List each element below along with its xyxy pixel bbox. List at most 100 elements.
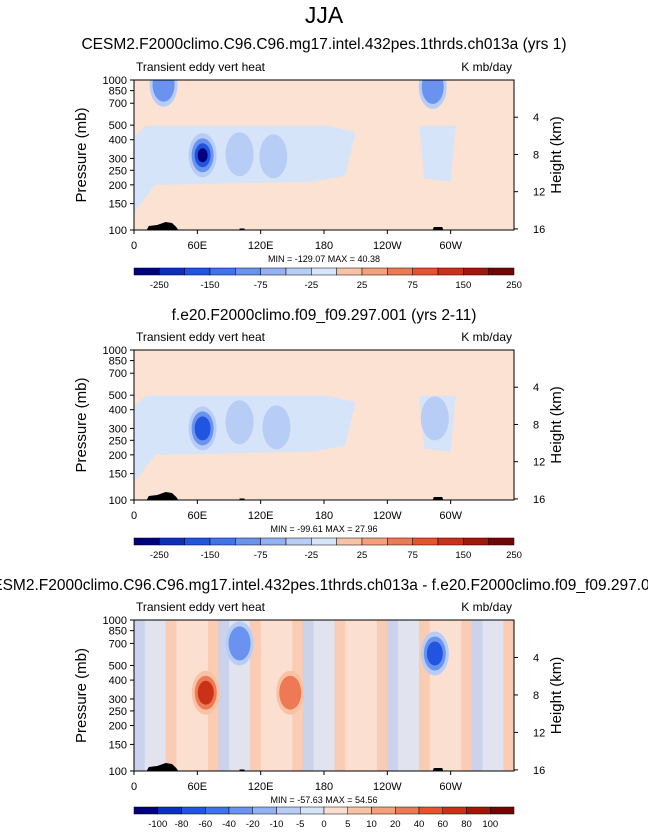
- topography-andes: [432, 768, 444, 771]
- difference-streak: [471, 620, 483, 771]
- colorbar-label: 80: [461, 819, 472, 830]
- colorbar-label: -250: [150, 280, 169, 291]
- y-tick-label: 250: [109, 165, 127, 177]
- colorbar-box: [347, 806, 372, 815]
- y-tick-label: 850: [109, 356, 127, 368]
- y-tick-label: 700: [109, 638, 127, 650]
- topography-tibet: [146, 222, 179, 230]
- y-axis-title: Pressure (mb): [73, 377, 90, 472]
- colorbar-box: [387, 537, 413, 546]
- field-core: [152, 80, 175, 102]
- colorbar-box: [252, 806, 277, 815]
- y-tick-label: 200: [109, 180, 127, 192]
- difference-streak: [355, 620, 367, 771]
- y-tick-label: 150: [109, 469, 127, 481]
- topography-tibet: [146, 763, 179, 771]
- difference-streak: [387, 620, 399, 771]
- difference-streak: [482, 620, 494, 771]
- colorbar-label: -10: [270, 819, 284, 830]
- colorbar-box: [260, 537, 287, 546]
- x-tick-label: 180: [315, 781, 333, 793]
- y-tick-label: 300: [109, 694, 127, 706]
- field-core: [426, 641, 443, 666]
- x-tick-label: 0: [131, 510, 137, 522]
- panel-right-label: K mb/day: [461, 60, 512, 74]
- x-tick-label: 0: [131, 781, 137, 793]
- colorbar-box: [235, 267, 261, 276]
- colorbar-label: 25: [357, 550, 368, 561]
- difference-streak: [218, 620, 230, 771]
- difference-streak: [302, 620, 314, 771]
- y-tick-label: 150: [109, 199, 127, 211]
- min-max-stats: MIN = -57.63 MAX = 54.56: [270, 795, 377, 805]
- colorbar-label: 40: [414, 819, 425, 830]
- colorbar-box: [159, 267, 185, 276]
- colorbar-box: [437, 537, 464, 546]
- x-tick-label: 0: [131, 240, 137, 252]
- colorbar-box: [235, 537, 261, 546]
- y-tick-label: 700: [109, 368, 127, 380]
- colorbar-label: 75: [407, 280, 418, 291]
- difference-streak: [492, 620, 504, 771]
- x-tick-label: 180: [315, 240, 333, 252]
- y2-axis-title: Height (km): [548, 657, 565, 735]
- colorbar-box: [184, 267, 211, 276]
- y2-tick-label: 8: [533, 149, 539, 161]
- difference-streak: [144, 620, 156, 771]
- y-tick-label: 300: [109, 423, 127, 435]
- panel-title: CESM2.F2000climo.C96.C96.mg17.intel.432p…: [81, 36, 566, 53]
- x-tick-label: 60W: [439, 781, 462, 793]
- difference-streak: [334, 620, 346, 771]
- colorbar-label: -20: [246, 819, 260, 830]
- colorbar-label: -150: [200, 280, 219, 291]
- field-core: [225, 400, 254, 445]
- y2-tick-label: 8: [533, 690, 539, 702]
- colorbar-box: [157, 806, 182, 815]
- colorbar-label: -100: [148, 819, 167, 830]
- y-tick-label: 1000: [103, 75, 127, 87]
- figure-title: JJA: [305, 2, 344, 28]
- y2-tick-label: 12: [533, 727, 545, 739]
- difference-streak: [229, 620, 241, 771]
- y2-tick-label: 4: [533, 382, 539, 394]
- colorbar-box: [387, 267, 413, 276]
- y-tick-label: 400: [109, 675, 127, 687]
- difference-streak: [461, 620, 473, 771]
- topography-small: [239, 769, 245, 771]
- colorbar-box: [133, 267, 160, 276]
- x-tick-label: 120W: [373, 240, 402, 252]
- colorbar-label: 250: [506, 280, 522, 291]
- y-tick-label: 250: [109, 706, 127, 718]
- min-max-stats: MIN = -129.07 MAX = 40.38: [268, 254, 380, 264]
- colorbar-box: [133, 806, 158, 815]
- colorbar-label: 150: [455, 550, 471, 561]
- y-tick-label: 850: [109, 626, 127, 638]
- colorbar-box: [184, 537, 211, 546]
- panels: CESM2.F2000climo.C96.C96.mg17.intel.432p…: [0, 36, 648, 830]
- colorbar-label: -150: [200, 550, 219, 561]
- colorbar-label: 150: [455, 280, 471, 291]
- y-tick-label: 1000: [103, 615, 127, 627]
- difference-streak: [155, 620, 167, 771]
- colorbar-label: -75: [254, 550, 268, 561]
- y-tick-label: 100: [109, 225, 127, 237]
- field-core: [279, 675, 302, 710]
- colorbar-box: [361, 537, 388, 546]
- colorbar-box: [209, 537, 236, 546]
- chart-panel-2: f.e20.F2000climo.f09_f09.297.001 (yrs 2-…: [73, 307, 565, 561]
- difference-streak: [419, 620, 431, 771]
- difference-streak: [397, 620, 409, 771]
- x-tick-label: 120W: [373, 510, 402, 522]
- field-core: [228, 626, 251, 661]
- positive-strip: [134, 117, 514, 126]
- x-tick-label: 120E: [248, 510, 274, 522]
- topography-small: [239, 498, 245, 500]
- colorbar-label: 10: [366, 819, 377, 830]
- x-tick-label: 120E: [248, 781, 274, 793]
- difference-streak: [440, 620, 452, 771]
- colorbar-label: -40: [222, 819, 236, 830]
- colorbar-label: 250: [506, 550, 522, 561]
- difference-streak: [345, 620, 357, 771]
- colorbar-label: 20: [390, 819, 401, 830]
